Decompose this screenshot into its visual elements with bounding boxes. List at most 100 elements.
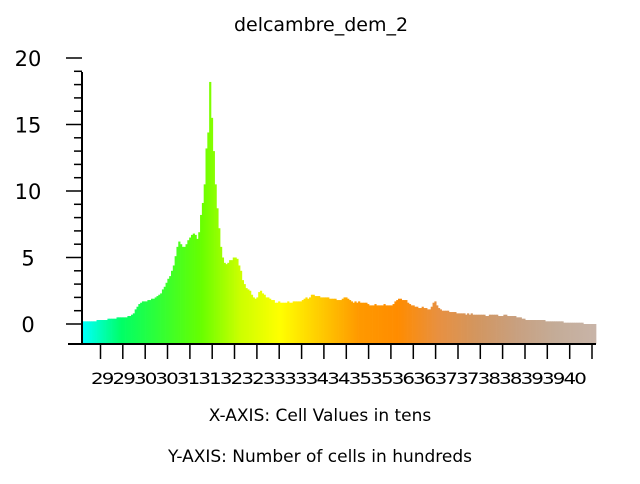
histogram-bar [465,314,468,344]
histogram-bar [439,309,442,344]
histogram-bar [485,316,488,344]
histogram-bar [265,297,268,344]
histogram-bar [477,314,481,344]
histogram-bar [470,313,473,344]
histogram-bar [412,305,415,344]
histogram-bar [510,316,513,344]
histogram-bar [141,301,145,344]
histogram-bar [525,320,528,344]
histogram-bar [303,298,306,344]
histogram-bar [292,301,295,344]
histogram-bar [298,301,301,344]
x-axis-label: X-AXIS: Cell Values in tens [209,406,432,426]
histogram-bar [245,288,248,344]
histogram-bar [261,293,264,344]
histogram-bar [230,260,234,344]
histogram-bar [565,322,568,344]
histogram-bar [398,298,401,344]
histogram-bar [160,293,163,344]
histogram-bar [236,258,239,344]
histogram-bar [566,322,570,344]
histogram-bar [116,317,119,344]
histogram-bar [363,302,366,344]
y-tick-label: 20 [15,47,42,71]
histogram-bar [496,314,499,344]
histogram-bar [216,208,219,344]
histogram-bar [152,298,155,344]
histogram-bar [372,305,375,344]
histogram-bar [468,314,472,344]
histogram-bar [234,257,237,344]
histogram-bar [171,270,174,344]
histogram-bar [352,302,355,344]
histogram-bar [329,298,332,344]
histogram-bar [111,318,114,344]
histogram-bar [361,302,364,344]
histogram-bar [156,296,159,344]
histogram-bar [249,290,252,344]
histogram-bar [396,300,399,344]
histogram-bar [83,321,86,344]
histogram-bar [423,308,426,344]
histogram-bar [445,310,448,344]
histogram-bar [225,264,228,344]
histogram-bar [107,318,110,344]
histogram-bar [247,289,250,344]
histogram-bar [347,298,350,344]
histogram-bar [276,302,279,344]
histogram-bar [223,262,226,344]
histogram-bar [312,294,315,344]
histogram-bar [131,314,134,344]
histogram-bar [374,304,377,344]
histogram-bar [345,297,348,344]
histogram-bar [270,300,274,344]
histogram-bar [172,265,175,344]
histogram-bar [590,324,593,344]
histogram-bar [588,324,591,344]
histogram-bar [232,257,235,344]
y-tick-label: 0 [21,313,34,337]
histogram-bar [132,313,136,344]
histogram-bar [543,320,546,344]
histogram-bar [388,305,392,344]
histogram-bar [214,184,217,344]
histogram-bar [354,301,357,344]
histogram-bar [405,300,408,344]
histogram-bar [379,305,383,344]
histogram-bar [238,265,241,344]
histogram-bar [258,292,261,344]
histogram-bar [390,305,393,344]
histogram-bar [325,297,328,344]
histogram-bar [474,314,477,344]
histogram-bar [196,238,199,344]
histogram-bar [138,304,141,344]
histogram-bar [463,313,466,344]
histogram-bar [585,324,588,344]
histogram-bar [92,321,96,344]
histogram-bar [167,278,170,344]
histogram-bar [185,244,188,344]
histogram-bar [252,297,255,344]
histogram-bar [492,314,495,344]
histogram-bar [579,322,582,344]
histogram-bar [256,297,259,344]
histogram-bar [341,298,344,344]
histogram-bar [483,314,486,344]
histogram-bar [548,321,551,344]
histogram-bar [392,304,395,344]
histogram-bar [272,300,275,344]
histogram-bar [499,316,502,344]
histogram-bar [557,321,561,344]
histogram-bar [416,306,419,344]
histogram-bar [125,317,128,344]
histogram-bar [158,294,161,344]
histogram-bar [89,321,92,344]
histogram-bar [576,322,579,344]
histogram-bar [103,320,106,344]
histogram-bar [534,320,537,344]
histogram-bar [370,305,373,344]
histogram-bar [318,296,321,344]
histogram-bars [82,81,597,344]
histogram-bar [151,298,154,344]
histogram-bar [410,305,413,344]
